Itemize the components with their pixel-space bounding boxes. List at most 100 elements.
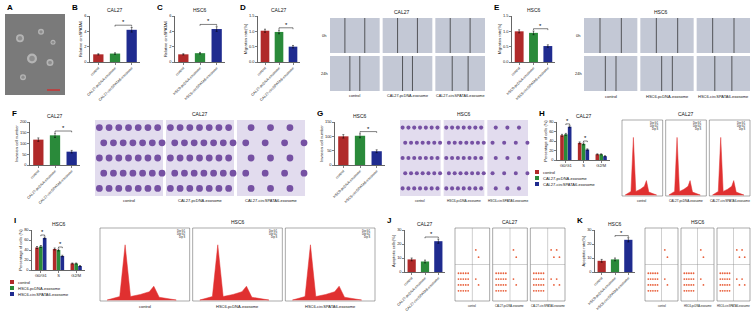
svg-text:CAL27-circSPATA6-exosome: CAL27-circSPATA6-exosome: [98, 66, 134, 102]
svg-text:CAL27-pcDNA-exosome: CAL27-pcDNA-exosome: [387, 94, 428, 98]
svg-text:G: G: [317, 109, 323, 118]
svg-text:control: control: [605, 94, 617, 99]
svg-text:H: H: [539, 109, 545, 118]
svg-text:*: *: [285, 22, 288, 28]
svg-text:1.0: 1.0: [249, 29, 255, 34]
svg-text:F: F: [12, 109, 17, 118]
svg-text:J: J: [387, 216, 391, 225]
svg-text:CAL27-pcDNA-exosome: CAL27-pcDNA-exosome: [86, 66, 117, 97]
svg-text:Dip S: Dip S: [652, 127, 659, 131]
svg-text:CAL27: CAL27: [678, 111, 694, 117]
svg-text:Dip G1: Dip G1: [650, 121, 659, 125]
svg-text:control: control: [18, 280, 30, 285]
svg-text:0.5: 0.5: [249, 44, 255, 49]
svg-text:CAL27-circSPATA6-exosome: CAL27-circSPATA6-exosome: [543, 182, 596, 187]
svg-text:Dip S: Dip S: [271, 235, 278, 239]
svg-text:80: 80: [549, 119, 554, 124]
svg-text:control: control: [637, 199, 647, 203]
svg-text:Apoptotic rate(%): Apoptotic rate(%): [581, 235, 586, 267]
svg-text:A: A: [7, 3, 13, 12]
svg-text:CAL27-circSPATA6-exosome: CAL27-circSPATA6-exosome: [38, 169, 74, 205]
svg-text:*: *: [367, 126, 370, 132]
svg-text:HSC6: HSC6: [52, 221, 66, 227]
svg-text:CAL27-circSPATA6-exosome: CAL27-circSPATA6-exosome: [710, 199, 750, 203]
svg-text:6: 6: [84, 13, 87, 18]
svg-text:24h: 24h: [321, 71, 328, 76]
svg-text:20: 20: [24, 257, 29, 262]
svg-text:10: 10: [587, 255, 592, 260]
svg-text:20: 20: [587, 241, 592, 246]
svg-text:0: 0: [589, 269, 592, 274]
svg-text:Invasion cell number: Invasion cell number: [14, 124, 19, 161]
svg-text:CAL27: CAL27: [107, 7, 123, 13]
svg-text:control: control: [349, 94, 360, 98]
svg-text:CAL27-pcDNA-exosome: CAL27-pcDNA-exosome: [396, 276, 427, 307]
svg-text:Dip G2: Dip G2: [737, 124, 746, 128]
svg-text:0: 0: [551, 157, 554, 162]
svg-text:CAL27-pcDNA-exosome: CAL27-pcDNA-exosome: [543, 176, 588, 181]
svg-text:0: 0: [329, 162, 332, 167]
svg-text:CAL27: CAL27: [576, 113, 592, 119]
svg-text:control: control: [335, 169, 346, 180]
svg-text:Dip G2: Dip G2: [362, 232, 371, 236]
svg-text:HSC6-pcDNA-exosome: HSC6-pcDNA-exosome: [646, 94, 689, 99]
svg-text:HSC6-circSPATA6-exosome: HSC6-circSPATA6-exosome: [305, 304, 356, 309]
svg-text:Dip S: Dip S: [739, 127, 746, 131]
svg-text:CAL27-pcDNA-exosome: CAL27-pcDNA-exosome: [669, 199, 703, 203]
svg-text:Dip G2: Dip G2: [177, 232, 186, 236]
svg-text:0: 0: [24, 162, 27, 167]
svg-text:150: 150: [325, 119, 332, 124]
svg-text:0: 0: [84, 59, 87, 64]
svg-text:Relative circSPATA6: Relative circSPATA6: [163, 20, 168, 57]
svg-text:HSC6: HSC6: [231, 219, 245, 225]
svg-text:Migration rate(%): Migration rate(%): [243, 23, 248, 54]
svg-text:HSC6-pcDNA-exosome: HSC6-pcDNA-exosome: [172, 66, 202, 96]
svg-text:G0/G1: G0/G1: [560, 163, 573, 168]
svg-text:60: 60: [24, 237, 29, 242]
svg-text:0: 0: [399, 269, 402, 274]
svg-text:HSC6-circSPATA6-exosome: HSC6-circSPATA6-exosome: [488, 199, 528, 203]
svg-text:CAL27: CAL27: [417, 221, 433, 227]
svg-text:50: 50: [327, 148, 332, 153]
svg-text:*: *: [620, 230, 623, 236]
svg-text:G2/M: G2/M: [71, 273, 81, 278]
svg-text:HSC6-circSPATA6-exosome: HSC6-circSPATA6-exosome: [515, 66, 550, 101]
svg-text:control: control: [90, 66, 101, 77]
svg-text:40: 40: [24, 247, 29, 252]
svg-text:0.5: 0.5: [503, 44, 509, 49]
svg-text:1.0: 1.0: [503, 29, 509, 34]
svg-text:control: control: [257, 66, 268, 77]
svg-text:G0/G1: G0/G1: [35, 273, 48, 278]
svg-text:0.0: 0.0: [249, 59, 255, 64]
svg-text:2: 2: [84, 44, 87, 49]
svg-text:HSC6-pcDNA-exosome: HSC6-pcDNA-exosome: [587, 276, 617, 306]
svg-text:Migration rate(%): Migration rate(%): [497, 23, 502, 54]
svg-text:HSC6-pcDNA-exosome: HSC6-pcDNA-exosome: [447, 199, 481, 203]
svg-text:B: B: [72, 3, 78, 12]
svg-text:0: 0: [169, 59, 172, 64]
svg-text:S: S: [57, 273, 60, 278]
svg-text:0: 0: [26, 267, 29, 272]
svg-text:*: *: [566, 118, 569, 124]
svg-text:Dip G2: Dip G2: [693, 124, 702, 128]
svg-text:*: *: [539, 23, 542, 29]
svg-text:60: 60: [549, 129, 554, 134]
svg-text:HSC6: HSC6: [691, 219, 705, 225]
svg-text:HSC6-pcDNA-exosome: HSC6-pcDNA-exosome: [684, 304, 712, 308]
svg-text:100: 100: [325, 134, 332, 139]
svg-text:20: 20: [397, 241, 402, 246]
svg-text:100: 100: [20, 141, 27, 146]
svg-text:G2/M: G2/M: [596, 163, 606, 168]
svg-text:4: 4: [84, 29, 87, 34]
svg-text:Dip G1: Dip G1: [362, 229, 371, 233]
svg-text:Relative circSPATA6: Relative circSPATA6: [78, 20, 83, 57]
svg-text:Dip G2: Dip G2: [269, 232, 278, 236]
svg-text:*: *: [584, 135, 587, 141]
svg-text:CAL27: CAL27: [502, 219, 518, 225]
svg-text:control: control: [123, 198, 135, 203]
svg-text:control: control: [403, 276, 414, 287]
svg-text:Dip G1: Dip G1: [177, 229, 186, 233]
svg-text:HSC6-circSPATA6-exosome: HSC6-circSPATA6-exosome: [596, 276, 631, 311]
svg-text:control: control: [139, 304, 151, 309]
svg-text:10: 10: [397, 255, 402, 260]
